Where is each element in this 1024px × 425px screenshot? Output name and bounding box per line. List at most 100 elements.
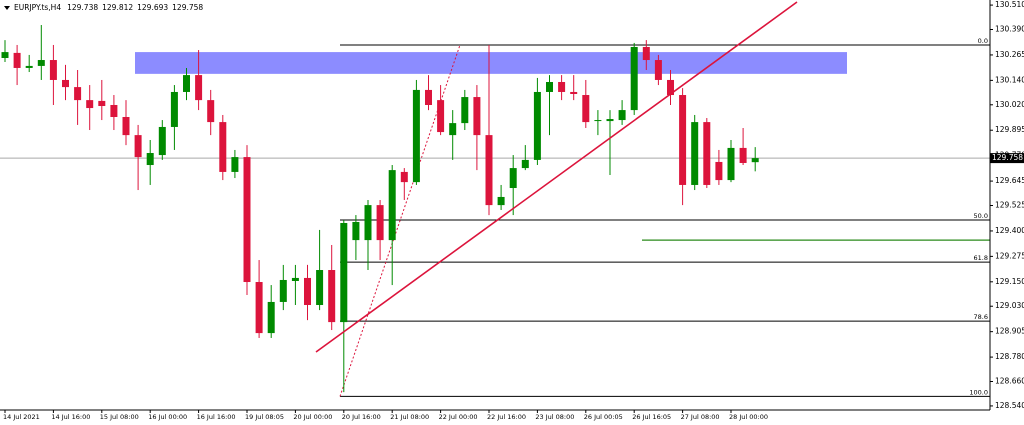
y-tick-label: 128.540: [995, 401, 1024, 410]
candle-body: [1, 52, 9, 58]
x-tick-label: 28 Jul 00:00: [729, 413, 768, 421]
fib-level-label: 61.8: [974, 254, 988, 262]
y-tick-label: 130.020: [995, 100, 1024, 109]
candle-body: [521, 159, 529, 169]
y-tick-label: 130.390: [995, 25, 1024, 34]
x-tick-label: 20 Jul 00:00: [293, 413, 332, 421]
symbol: EURJPY.ts,H4: [14, 3, 61, 12]
candle-body: [255, 282, 263, 334]
candle-body: [437, 100, 445, 133]
candle-body: [751, 158, 759, 163]
candle-body: [642, 47, 650, 61]
y-tick-label: 129.525: [995, 201, 1024, 210]
header-open: 129.738: [67, 3, 98, 12]
candle-body: [146, 153, 154, 166]
candle-body: [461, 97, 469, 124]
candle-body: [667, 79, 674, 96]
x-tick-label: 16 Jul 00:00: [148, 413, 187, 421]
candle-body: [388, 170, 396, 241]
x-tick-label: 27 Jul 08:00: [681, 413, 720, 421]
x-tick-label: 19 Jul 08:05: [245, 413, 284, 421]
candle-body: [183, 75, 190, 92]
x-tick-label: 14 Jul 2021: [3, 413, 40, 421]
y-tick-label: 129.030: [995, 301, 1024, 310]
x-tick-label: 26 Jul 16:05: [632, 413, 671, 421]
candle-body: [316, 270, 324, 306]
y-tick-label: 130.510: [995, 0, 1024, 9]
candle-body: [219, 122, 227, 172]
candle-body: [727, 147, 735, 181]
fib-level-label: 100.0: [969, 388, 988, 396]
candle-body: [509, 168, 517, 189]
plot-area: 0.0 50.0 61.8 78.6 100.0: [0, 1, 990, 397]
y-tick-label: 129.275: [995, 251, 1024, 260]
x-tick-label: 14 Jul 16:00: [51, 413, 90, 421]
candle-body: [582, 95, 590, 123]
candle-body: [49, 60, 57, 80]
candle-body: [13, 52, 21, 68]
header-close: 129.758: [172, 3, 203, 12]
candle-body: [473, 97, 481, 136]
candle-body: [304, 277, 311, 306]
x-tick-label: 20 Jul 16:00: [342, 413, 381, 421]
candle-body: [98, 100, 106, 107]
x-tick-label: 21 Jul 08:00: [390, 413, 429, 421]
candle-body: [37, 60, 45, 66]
candle-body: [158, 126, 166, 156]
candle-body: [594, 120, 602, 122]
candle-body: [715, 161, 723, 181]
candle-body: [412, 89, 420, 183]
chart-header: EURJPY.ts,H4 129.738 129.812 129.693 129.758: [14, 3, 203, 12]
candle-body: [62, 79, 69, 88]
candle-body: [400, 171, 408, 183]
menu-triangle[interactable]: [4, 6, 10, 10]
fib-level-label: 50.0: [974, 212, 988, 220]
candle-body: [376, 205, 384, 241]
candle-body: [364, 205, 372, 241]
candle-body: [243, 157, 251, 283]
candle-body: [691, 122, 699, 185]
candle-body: [558, 82, 566, 92]
y-tick-label: 130.140: [995, 75, 1024, 84]
candle-body: [340, 223, 348, 323]
candle-body: [679, 95, 687, 185]
candle-body: [267, 301, 275, 334]
candle-body: [110, 104, 118, 117]
x-tick-label: 16 Jul 16:00: [197, 413, 236, 421]
candle-body: [207, 100, 215, 123]
candle-body: [739, 147, 747, 163]
y-tick-label: 129.400: [995, 226, 1024, 235]
candle-body: [291, 277, 299, 281]
trendline: [315, 1, 798, 353]
header-high: 129.812: [102, 3, 133, 12]
candle-body: [485, 135, 493, 206]
candle-body: [654, 60, 662, 80]
candle-body: [546, 82, 553, 92]
y-tick-label: 129.150: [995, 277, 1024, 286]
candle-body: [122, 116, 130, 136]
current-price-label: 129.758: [992, 153, 1023, 162]
candle-body: [618, 110, 626, 121]
current-price-box: [990, 153, 1024, 164]
candle-body: [231, 157, 239, 172]
y-tick-label: 129.895: [995, 125, 1024, 134]
candle-body: [328, 270, 336, 323]
x-tick-label: 22 Jul 00:00: [439, 413, 478, 421]
y-tick-label: 130.265: [995, 50, 1024, 59]
fib-level-label: 0.0: [978, 37, 988, 45]
y-tick-label: 128.905: [995, 327, 1024, 336]
candle-body: [449, 123, 457, 136]
candle-body: [570, 91, 578, 95]
candle-body: [86, 100, 94, 109]
candle-body: [25, 65, 33, 68]
x-tick-label: 23 Jul 08:00: [535, 413, 574, 421]
candle-body: [703, 122, 711, 185]
candle-body: [630, 47, 638, 111]
candle-body: [533, 91, 541, 160]
y-tick-label: 129.645: [995, 176, 1024, 185]
candle-body: [170, 91, 178, 127]
y-tick-label: 128.780: [995, 352, 1024, 361]
x-tick-label: 15 Jul 08:00: [100, 413, 139, 421]
x-tick-label: 26 Jul 00:05: [584, 413, 623, 421]
